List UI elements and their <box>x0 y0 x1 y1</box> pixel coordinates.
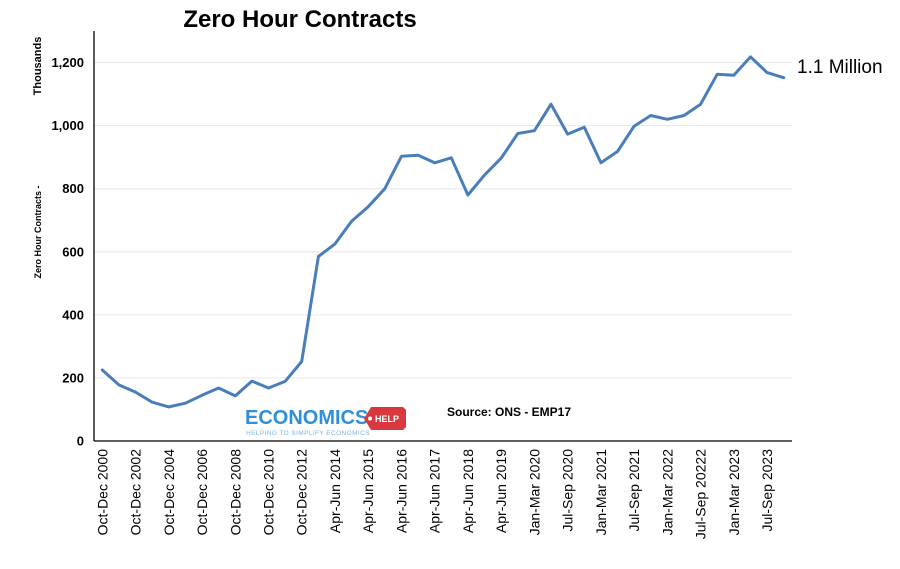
data-points <box>101 55 785 409</box>
x-tick-label: Oct-Dec 2002 <box>128 449 144 536</box>
data-point <box>416 154 420 157</box>
data-point <box>250 379 254 383</box>
data-point <box>217 386 220 390</box>
logo-tagline: HELPING TO SIMPLIFY ECONOMICS <box>246 430 370 437</box>
data-point <box>732 73 736 77</box>
data-point <box>716 73 719 76</box>
logo-help-badge: HELP <box>364 407 406 430</box>
data-point <box>566 132 569 136</box>
data-point <box>765 71 769 74</box>
data-point <box>649 114 652 117</box>
data-point <box>499 156 503 160</box>
data-point <box>666 118 669 121</box>
data-point <box>682 114 686 117</box>
x-tick-label: Oct-Dec 2000 <box>94 449 110 536</box>
data-point <box>150 401 154 404</box>
x-tick-label: Apr-Jun 2016 <box>393 449 409 533</box>
data-point <box>134 390 137 394</box>
x-tick-label: Apr-Jun 2018 <box>460 449 476 533</box>
data-point <box>400 155 403 158</box>
data-point <box>699 102 702 106</box>
data-point <box>549 102 553 106</box>
x-tick-label: Oct-Dec 2010 <box>261 449 277 536</box>
x-tick-label: Oct-Dec 2006 <box>194 449 210 536</box>
x-tick-label: Apr-Jun 2015 <box>360 449 376 533</box>
data-point <box>184 401 187 405</box>
x-tick-label: Oct-Dec 2012 <box>294 449 310 536</box>
x-tick-label: Jan-Mar 2022 <box>659 449 675 536</box>
data-point <box>333 242 337 246</box>
y-tick-label: 1,200 <box>51 55 84 70</box>
gridlines <box>94 62 792 379</box>
x-tick-label: Apr-Jun 2017 <box>427 449 443 533</box>
data-point <box>167 405 170 409</box>
data-point <box>583 125 586 129</box>
logo-badge-text: HELP <box>375 414 399 424</box>
data-point <box>317 255 320 258</box>
chart-title: Zero Hour Contracts <box>183 6 416 33</box>
data-point <box>367 205 370 208</box>
x-tick-label: Jul-Sep 2023 <box>759 449 775 532</box>
data-point <box>350 219 353 223</box>
x-tick-label: Oct-Dec 2008 <box>227 449 243 536</box>
y-tick-labels: 0 200 400 600 800 1,000 1,200 <box>51 55 84 448</box>
y-axis-title: Zero Hour Contracts - <box>33 185 43 278</box>
series-line-zero-hour-contracts <box>100 55 786 409</box>
data-point <box>749 55 752 59</box>
data-point <box>267 386 270 390</box>
data-point <box>516 132 519 135</box>
data-point <box>466 193 470 197</box>
data-point <box>533 129 536 132</box>
x-tick-label: Apr-Jun 2014 <box>327 449 343 533</box>
y-tick-label: 400 <box>62 307 84 322</box>
x-tick-label: Oct-Dec 2004 <box>161 449 177 536</box>
y-tick-label: 800 <box>62 181 84 196</box>
x-tick-label: Jul-Sep 2020 <box>560 449 576 532</box>
x-tick-label: Jul-Sep 2021 <box>626 449 642 532</box>
x-tick-labels: Oct-Dec 2000 Oct-Dec 2002 Oct-Dec 2004 Oct-… <box>94 449 775 540</box>
annotation-latest-value: 1.1 Million <box>797 57 883 78</box>
logo-tag-hole <box>368 416 372 421</box>
data-point <box>782 76 785 79</box>
y-tick-label: 1,000 <box>51 118 84 133</box>
y-tick-label: 600 <box>62 244 84 259</box>
data-point <box>300 360 303 363</box>
data-point <box>450 156 453 159</box>
data-point <box>234 394 237 398</box>
x-tick-label: Jan-Mar 2023 <box>726 449 742 536</box>
chart-source-note: Source: ONS - EMP17 <box>447 405 571 419</box>
logo-tag-shape <box>364 407 406 430</box>
x-tick-label: Jul-Sep 20222 <box>693 449 709 540</box>
data-point <box>101 368 104 372</box>
data-point <box>200 394 204 397</box>
y-tick-label: 200 <box>62 370 84 385</box>
data-point <box>117 383 121 387</box>
x-tick-label: Jan-Mar 2021 <box>593 449 609 536</box>
y-tick-label: 0 <box>77 434 84 449</box>
data-point <box>616 150 619 153</box>
data-point <box>483 173 486 177</box>
data-point <box>433 161 436 165</box>
x-tick-label: Apr-Jun 2019 <box>493 449 509 533</box>
economics-help-logo: ECONOMICS HELPING TO SIMPLIFY ECONOMICS … <box>245 407 406 437</box>
x-tick-label: Jan-Mar 2020 <box>526 449 542 536</box>
data-point <box>632 125 636 128</box>
data-point <box>599 161 603 165</box>
data-point <box>283 380 287 383</box>
data-point <box>383 187 387 190</box>
y-axis-units-label: Thousands <box>32 37 44 96</box>
logo-wordmark: ECONOMICS <box>245 407 368 429</box>
